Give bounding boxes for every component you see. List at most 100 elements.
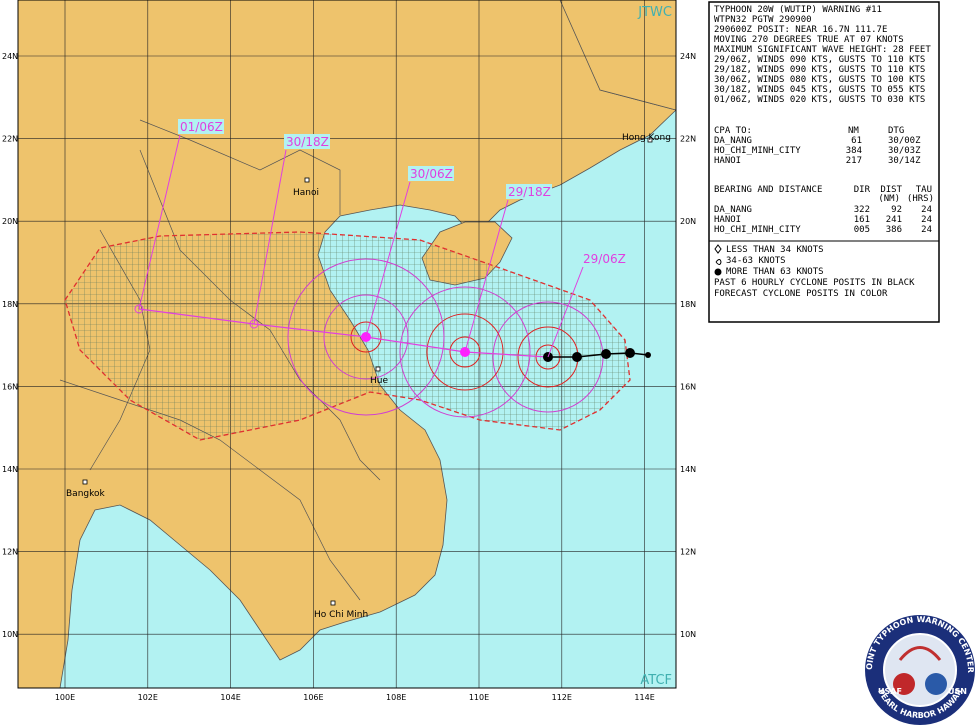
bearing-header: DIST <box>880 185 902 195</box>
logo-emblem <box>925 673 947 695</box>
info-panel <box>708 1 940 323</box>
latitude-label: 14N <box>680 465 696 474</box>
bearing-subheader: (NM) <box>878 194 900 204</box>
china-coast <box>559 0 676 111</box>
longitude-label: 106E <box>303 693 323 702</box>
city-label: Ho Chi Minh <box>314 610 368 620</box>
cpa-cell: DA_NANG <box>714 136 752 146</box>
bearing-cell: 24 <box>921 225 932 235</box>
latitude-label: 24N <box>680 52 696 61</box>
bearing-cell: HO_CHI_MINH_CITY <box>714 225 801 235</box>
cpa-cell: 217 <box>846 156 862 166</box>
leader-line <box>464 199 509 353</box>
legend-line: 34-63 KNOTS <box>726 256 786 266</box>
latitude-label: 10N <box>680 630 696 639</box>
warning-line: MAXIMUM SIGNIFICANT WAVE HEIGHT: 28 FEET <box>714 45 931 55</box>
cpa-header: DTG <box>888 126 904 136</box>
warning-line: 01/06Z, WINDS 020 KTS, GUSTS TO 030 KTS <box>714 95 925 105</box>
label-background <box>284 134 330 149</box>
latitude-label: 24N <box>2 52 18 61</box>
leader-line <box>365 181 411 338</box>
bearing-cell: 005 <box>854 225 870 235</box>
warning-line: 30/18Z, WINDS 045 KTS, GUSTS TO 055 KTS <box>714 85 925 95</box>
latitude-label: 20N <box>2 217 18 226</box>
past-positions <box>543 348 651 362</box>
latitude-label: 16N <box>2 382 18 391</box>
latitude-label: 10N <box>2 630 18 639</box>
legend-line: MORE THAN 63 KNOTS <box>726 267 824 277</box>
leader-line <box>138 134 181 310</box>
latitude-label: 18N <box>2 300 18 309</box>
city-dot <box>375 366 381 372</box>
warning-line: 29/06Z, WINDS 090 KTS, GUSTS TO 110 KTS <box>714 55 925 65</box>
longitude-label: 100E <box>55 693 75 702</box>
warning-line: WTPN32 PGTW 290900 <box>714 15 812 25</box>
cpa-cell: HANOI <box>714 156 741 166</box>
label-background <box>178 119 224 134</box>
danger-area <box>64 231 631 441</box>
map-labels: JTWC ATCF 01/06Z 30/18Z 30/06Z 29/18Z 29/06Z Ha… <box>66 5 672 688</box>
longitude-label: 102E <box>138 693 158 702</box>
city-label: Hue <box>370 376 388 386</box>
forecast-label: 29/06Z <box>583 252 626 266</box>
bearing-cell: 161 <box>854 215 870 225</box>
bearing-header: DIR <box>854 185 871 195</box>
bearing-cell: 24 <box>921 205 932 215</box>
forecast-label: 29/18Z <box>508 185 551 199</box>
logo-emblem <box>898 646 942 661</box>
map-frame <box>17 0 677 689</box>
latitude-label: 20N <box>680 217 696 226</box>
label-background <box>581 251 627 266</box>
cpa-cell: 384 <box>846 146 862 156</box>
longitude-label: 110E <box>469 693 489 702</box>
bearing-subheader: (HRS) <box>907 194 934 204</box>
warning-line: TYPHOON 20W (WUTIP) WARNING #11 <box>714 5 882 15</box>
bearing-cell: 241 <box>886 215 902 225</box>
logo-left: USAF <box>878 687 902 696</box>
wind-radii <box>287 258 604 418</box>
bearing-header: BEARING AND DISTANCE <box>714 185 822 195</box>
latitude-label: 22N <box>680 135 696 144</box>
legend-line: LESS THAN 34 KNOTS <box>726 245 824 255</box>
forecast-label: 01/06Z <box>180 120 223 134</box>
city-label: Bangkok <box>66 489 106 499</box>
city-dot <box>647 137 653 143</box>
city-dot <box>330 600 336 606</box>
bearing-cell: HANOI <box>714 215 741 225</box>
longitude-label: 112E <box>552 693 572 702</box>
latitude-label: 22N <box>2 135 18 144</box>
latitude-label: 12N <box>2 548 18 557</box>
bearing-cell: 322 <box>854 205 870 215</box>
cpa-cell: 30/14Z <box>888 156 921 166</box>
leader-line <box>547 266 584 358</box>
latitude-label: 14N <box>2 465 18 474</box>
cpa-cell: HO_CHI_MINH_CITY <box>714 146 801 156</box>
longitude-label: 108E <box>386 693 406 702</box>
cpa-cell: 30/03Z <box>888 146 921 156</box>
longitude-label: 104E <box>220 693 240 702</box>
latitude-label: 18N <box>680 300 696 309</box>
bearing-cell: DA_NANG <box>714 205 752 215</box>
leader-line <box>253 149 287 325</box>
city-dot <box>82 479 88 485</box>
warning-line: 290600Z POSIT: NEAR 16.7N 111.7E <box>714 25 887 35</box>
warning-line: 30/06Z, WINDS 080 KTS, GUSTS TO 100 KTS <box>714 75 925 85</box>
legend-line: PAST 6 HOURLY CYCLONE POSITS IN BLACK <box>714 278 915 288</box>
warning-line: MOVING 270 DEGREES TRUE AT 07 KNOTS <box>714 35 904 45</box>
latitude-label: 16N <box>680 382 696 391</box>
city-label: Hanoi <box>293 188 319 198</box>
longitude-label: 114E <box>634 693 654 702</box>
label-background <box>408 166 454 181</box>
cpa-header: CPA TO: <box>714 126 752 136</box>
forecast-label: 30/06Z <box>410 167 453 181</box>
logo-right: USN <box>948 687 967 696</box>
latitude-label: 12N <box>680 548 696 557</box>
bearing-cell: 386 <box>886 225 902 235</box>
legend-line: FORECAST CYCLONE POSITS IN COLOR <box>714 289 888 299</box>
label-background <box>506 184 552 199</box>
logo-emblem <box>893 673 915 695</box>
map: JTWC ATCF 01/06Z 30/18Z 30/06Z 29/18Z 29/06Z Ha… <box>18 0 676 688</box>
bearing-cell: 24 <box>921 215 932 225</box>
